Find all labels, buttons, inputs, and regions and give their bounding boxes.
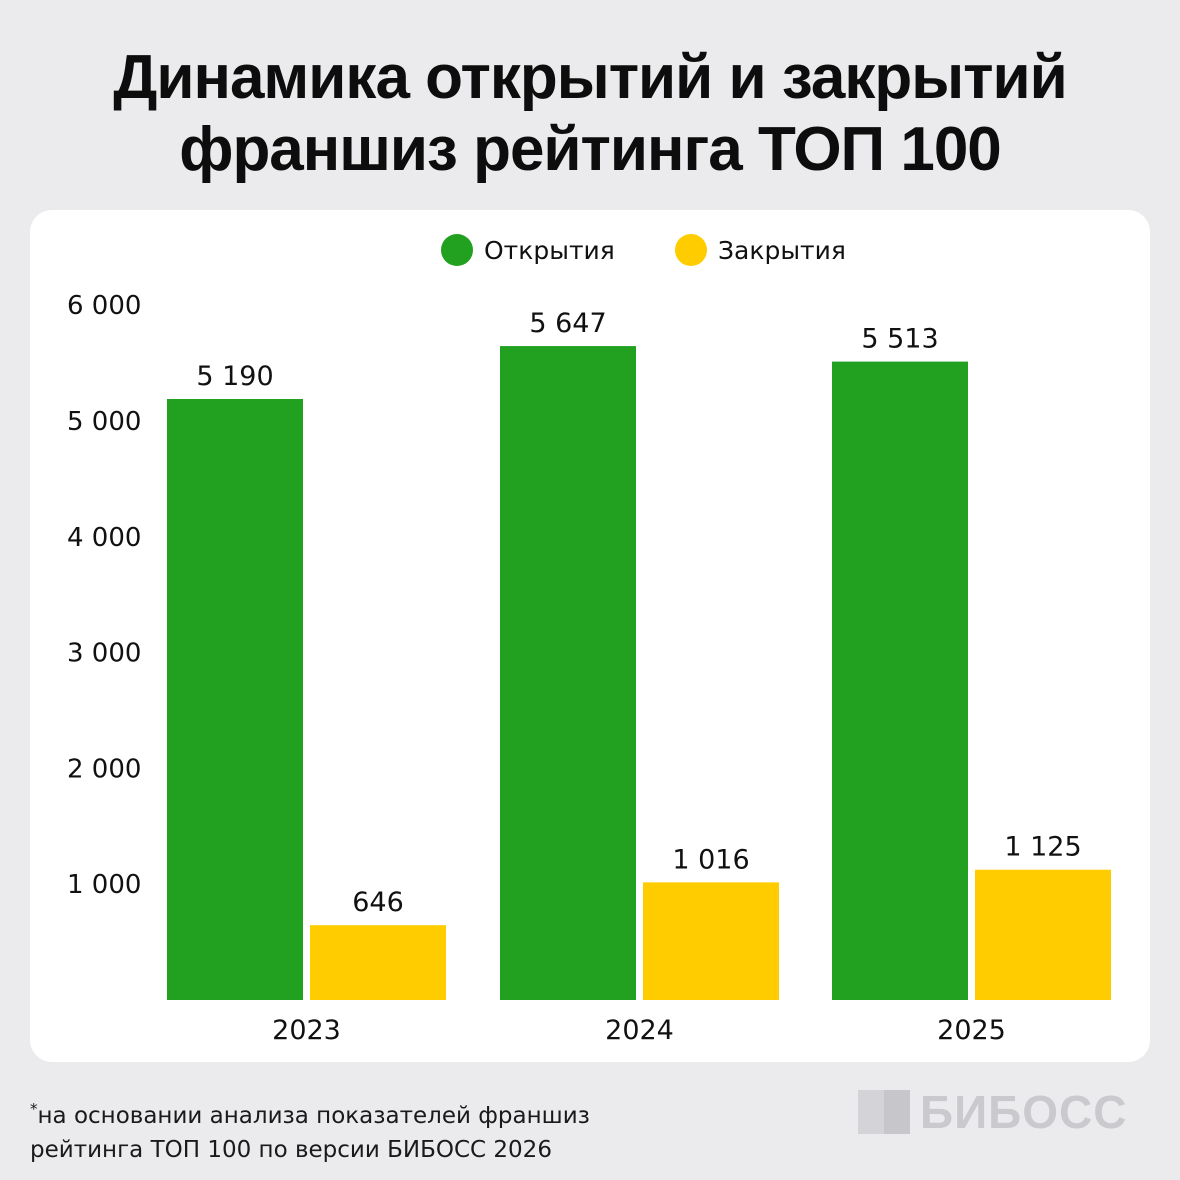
x-tick-label-2023: 2023 bbox=[272, 1015, 341, 1046]
x-axis: 2023 2024 2025 bbox=[272, 1015, 1006, 1046]
y-tick-label: 2 000 bbox=[67, 754, 141, 784]
y-tick-label: 5 000 bbox=[67, 407, 141, 437]
footnote-star: * bbox=[30, 1100, 38, 1118]
footnote-line-1-text: на основании анализа показателей франшиз bbox=[37, 1103, 590, 1129]
y-tick-label: 1 000 bbox=[67, 870, 141, 900]
bar-openings-2025 bbox=[832, 361, 968, 1000]
value-label-closings-2025: 1 125 bbox=[1004, 832, 1081, 863]
chart-title-line-2: франшиз рейтинга ТОП 100 bbox=[179, 115, 1002, 184]
footnote: *на основании анализа показателей франши… bbox=[30, 1092, 590, 1167]
bar-closings-2024 bbox=[643, 882, 779, 1000]
y-tick-label: 3 000 bbox=[67, 639, 141, 669]
logo-mark-icon bbox=[858, 1090, 910, 1134]
footnote-line-2: рейтинга ТОП 100 по версии БИБОСС 2026 bbox=[30, 1137, 552, 1163]
legend-marker-openings bbox=[441, 234, 473, 266]
chart-title: Динамика открытий и закрытий франшиз рей… bbox=[0, 42, 1180, 186]
brand-logo: БИБОСС bbox=[858, 1086, 1128, 1138]
y-tick-label: 6 000 bbox=[67, 291, 141, 321]
value-label-openings-2023: 5 190 bbox=[196, 361, 273, 392]
legend-label-openings: Открытия bbox=[484, 236, 615, 265]
legend-marker-closings bbox=[675, 234, 707, 266]
bars-group: 5 190 646 5 647 1 016 5 513 1 125 bbox=[167, 308, 1111, 1000]
chart-title-line-1: Динамика открытий и закрытий bbox=[113, 43, 1068, 112]
x-tick-label-2024: 2024 bbox=[605, 1015, 674, 1046]
bar-chart: Открытия Закрытия 1 000 2 000 3 000 4 000 5 0… bbox=[67, 234, 1111, 1046]
value-label-closings-2024: 1 016 bbox=[672, 844, 749, 875]
bar-closings-2023 bbox=[310, 925, 446, 1000]
bar-openings-2023 bbox=[167, 398, 303, 1000]
y-tick-label: 4 000 bbox=[67, 523, 141, 553]
footnote-line-1: *на основании анализа показателей франши… bbox=[30, 1092, 590, 1133]
logo-text: БИБОСС bbox=[920, 1086, 1128, 1138]
legend-label-closings: Закрытия bbox=[718, 236, 846, 265]
y-axis: 1 000 2 000 3 000 4 000 5 000 6 000 bbox=[67, 291, 141, 900]
chart-card: Открытия Закрытия 1 000 2 000 3 000 4 000 5 0… bbox=[30, 210, 1150, 1062]
value-label-openings-2025: 5 513 bbox=[861, 324, 938, 355]
x-tick-label-2025: 2025 bbox=[937, 1015, 1006, 1046]
value-label-closings-2023: 646 bbox=[352, 887, 404, 918]
bar-closings-2025 bbox=[975, 869, 1111, 1000]
chart-legend: Открытия Закрытия bbox=[441, 234, 846, 266]
value-label-openings-2024: 5 647 bbox=[529, 308, 606, 339]
bar-openings-2024 bbox=[500, 346, 636, 1000]
